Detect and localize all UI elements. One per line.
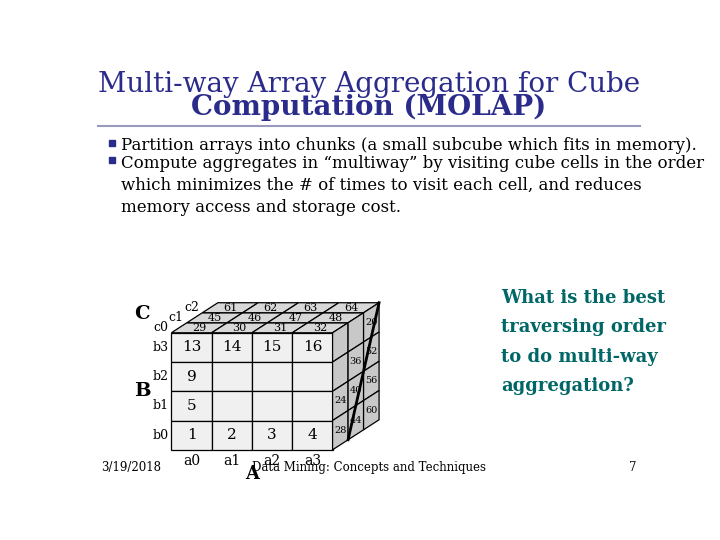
Polygon shape bbox=[307, 313, 364, 323]
Polygon shape bbox=[283, 303, 339, 313]
Bar bbox=[212, 421, 252, 450]
Text: 47: 47 bbox=[288, 313, 302, 323]
Polygon shape bbox=[348, 313, 364, 352]
Polygon shape bbox=[252, 323, 307, 333]
Polygon shape bbox=[202, 303, 258, 313]
Polygon shape bbox=[348, 342, 364, 381]
Text: 29: 29 bbox=[192, 323, 207, 333]
Text: 32: 32 bbox=[313, 323, 328, 333]
Text: B: B bbox=[134, 382, 150, 400]
Polygon shape bbox=[212, 323, 267, 333]
Polygon shape bbox=[364, 361, 379, 401]
Polygon shape bbox=[267, 313, 323, 323]
Text: 44: 44 bbox=[350, 416, 362, 424]
Polygon shape bbox=[292, 323, 348, 333]
Text: 1: 1 bbox=[186, 428, 197, 442]
Bar bbox=[292, 421, 333, 450]
Text: 30: 30 bbox=[233, 323, 247, 333]
Bar bbox=[252, 362, 292, 392]
Polygon shape bbox=[187, 313, 243, 323]
Text: 3/19/2018: 3/19/2018 bbox=[102, 462, 161, 475]
Polygon shape bbox=[348, 372, 364, 410]
Text: 60: 60 bbox=[365, 406, 377, 415]
Text: 56: 56 bbox=[365, 376, 377, 386]
Text: 14: 14 bbox=[222, 340, 242, 354]
Bar bbox=[212, 362, 252, 392]
Text: b2: b2 bbox=[152, 370, 168, 383]
Text: Multi-way Array Aggregation for Cube: Multi-way Array Aggregation for Cube bbox=[98, 71, 640, 98]
Text: b1: b1 bbox=[152, 400, 168, 413]
Polygon shape bbox=[333, 352, 348, 392]
Polygon shape bbox=[323, 303, 379, 313]
Text: 13: 13 bbox=[182, 340, 201, 354]
Text: c2: c2 bbox=[184, 301, 199, 314]
Bar bbox=[252, 421, 292, 450]
Text: 63: 63 bbox=[304, 303, 318, 313]
Text: 28: 28 bbox=[334, 426, 346, 435]
Polygon shape bbox=[348, 401, 364, 440]
Text: 16: 16 bbox=[302, 340, 322, 354]
Text: a1: a1 bbox=[223, 454, 240, 468]
Text: a2: a2 bbox=[264, 454, 281, 468]
Polygon shape bbox=[171, 323, 228, 333]
Text: b3: b3 bbox=[152, 341, 168, 354]
Bar bbox=[212, 333, 252, 362]
Text: What is the best
traversing order
to do multi-way
aggregation?: What is the best traversing order to do … bbox=[500, 289, 666, 395]
Text: Partition arrays into chunks (a small subcube which fits in memory).: Partition arrays into chunks (a small su… bbox=[121, 137, 697, 154]
Text: 20: 20 bbox=[365, 318, 377, 327]
Text: 52: 52 bbox=[365, 347, 377, 356]
Text: 2: 2 bbox=[227, 428, 237, 442]
Bar bbox=[171, 392, 212, 421]
Text: 48: 48 bbox=[328, 313, 343, 323]
Text: 15: 15 bbox=[262, 340, 282, 354]
Text: 7: 7 bbox=[629, 462, 636, 475]
Text: 61: 61 bbox=[223, 303, 238, 313]
Text: b0: b0 bbox=[152, 429, 168, 442]
Bar bbox=[252, 392, 292, 421]
Bar bbox=[292, 362, 333, 392]
Polygon shape bbox=[333, 410, 348, 450]
Text: 4: 4 bbox=[307, 428, 318, 442]
Polygon shape bbox=[228, 313, 283, 323]
Polygon shape bbox=[243, 303, 299, 313]
Polygon shape bbox=[364, 303, 379, 342]
Text: 64: 64 bbox=[344, 303, 359, 313]
Text: 31: 31 bbox=[273, 323, 287, 333]
Bar bbox=[292, 392, 333, 421]
Text: 45: 45 bbox=[207, 313, 222, 323]
Text: C: C bbox=[134, 305, 150, 323]
Polygon shape bbox=[364, 332, 379, 372]
Polygon shape bbox=[333, 381, 348, 421]
Text: c0: c0 bbox=[153, 321, 168, 334]
Bar bbox=[171, 362, 212, 392]
Bar bbox=[292, 333, 333, 362]
Text: 3: 3 bbox=[267, 428, 277, 442]
Bar bbox=[171, 333, 212, 362]
Text: 5: 5 bbox=[186, 399, 197, 413]
Text: a0: a0 bbox=[183, 454, 200, 468]
Text: 9: 9 bbox=[186, 370, 197, 383]
Bar bbox=[212, 392, 252, 421]
Bar bbox=[252, 333, 292, 362]
Text: c1: c1 bbox=[168, 311, 184, 324]
Text: Data Mining: Concepts and Techniques: Data Mining: Concepts and Techniques bbox=[252, 462, 486, 475]
Bar bbox=[171, 421, 212, 450]
Text: A: A bbox=[245, 465, 259, 483]
Text: a3: a3 bbox=[304, 454, 321, 468]
Polygon shape bbox=[333, 323, 348, 362]
Text: Computation (MOLAP): Computation (MOLAP) bbox=[192, 94, 546, 122]
Text: 62: 62 bbox=[264, 303, 278, 313]
Text: 36: 36 bbox=[350, 357, 362, 366]
Polygon shape bbox=[364, 390, 379, 430]
Text: 46: 46 bbox=[248, 313, 262, 323]
Text: 40: 40 bbox=[350, 387, 362, 395]
Text: Compute aggregates in “multiway” by visiting cube cells in the order
which minim: Compute aggregates in “multiway” by visi… bbox=[121, 155, 704, 217]
Text: 24: 24 bbox=[334, 396, 346, 406]
